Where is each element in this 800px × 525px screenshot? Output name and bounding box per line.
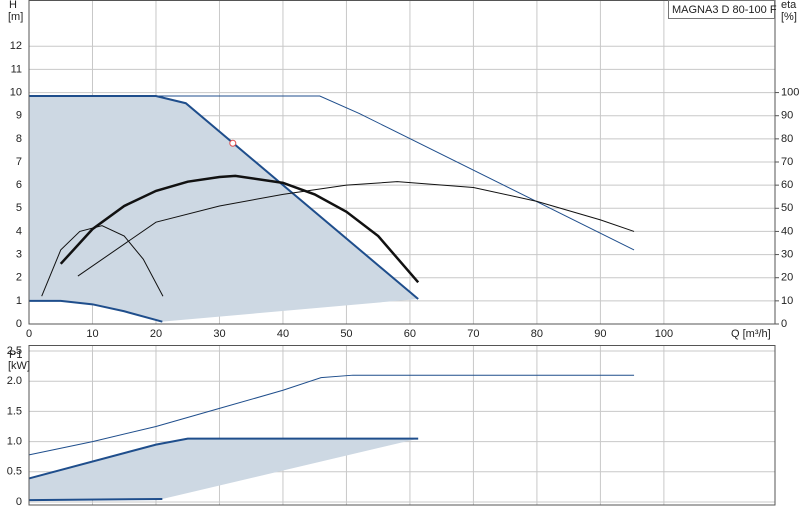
y-tick-label: 11 bbox=[11, 63, 22, 75]
y-tick-label: 8 bbox=[16, 133, 22, 145]
curve bbox=[28, 437, 419, 480]
y-tick-label: 1.5 bbox=[7, 405, 22, 417]
y2-tick-label: 60 bbox=[781, 179, 793, 191]
x-tick-label: 10 bbox=[86, 328, 98, 340]
y2-tick-label: 10 bbox=[781, 295, 793, 307]
operating-point bbox=[229, 139, 237, 147]
plot-frame bbox=[28, 0, 776, 325]
title-box bbox=[668, 0, 775, 19]
y2-axis-label: eta bbox=[781, 0, 797, 11]
curve bbox=[28, 497, 163, 502]
y2-tick-label: 30 bbox=[781, 248, 793, 260]
curve bbox=[77, 181, 635, 277]
y2-axis-unit: [%] bbox=[781, 11, 797, 23]
operating-area bbox=[29, 438, 419, 501]
y-axis-unit: [kW] bbox=[8, 360, 30, 372]
y-tick-label: 10 bbox=[10, 86, 22, 98]
chart-title: MAGNA3 D 80-100 F bbox=[672, 4, 777, 16]
y-tick-label: 7 bbox=[16, 156, 22, 168]
y2-tick-label: 50 bbox=[781, 202, 793, 214]
y-tick-label: 2 bbox=[16, 272, 22, 284]
x-tick-label: 50 bbox=[340, 328, 352, 340]
curve bbox=[29, 299, 163, 323]
x-label-bg bbox=[728, 327, 774, 341]
y2-tick-label: 20 bbox=[781, 272, 793, 284]
y2-tick-label: 40 bbox=[781, 225, 793, 237]
curve bbox=[41, 225, 164, 297]
y2-tick-label: 70 bbox=[781, 156, 793, 168]
y-tick-label: 1.0 bbox=[7, 436, 22, 448]
y-tick-label: 2.5 bbox=[7, 345, 22, 357]
y2-tick-label: 90 bbox=[781, 110, 793, 122]
x-tick-label: 30 bbox=[213, 328, 225, 340]
y-tick-label: 6 bbox=[16, 179, 22, 191]
y2-tick-label: 80 bbox=[781, 133, 793, 145]
y-axis-unit: [m] bbox=[8, 11, 23, 23]
curve bbox=[59, 174, 420, 284]
curve bbox=[29, 95, 419, 300]
y-tick-label: 5 bbox=[16, 202, 22, 214]
y-tick-label: 0 bbox=[16, 496, 22, 508]
y-tick-label: 2.0 bbox=[7, 375, 22, 387]
x-tick-label: 0 bbox=[26, 328, 32, 340]
y-tick-label: 9 bbox=[16, 110, 22, 122]
curve bbox=[28, 374, 635, 456]
x-tick-label: 90 bbox=[594, 328, 606, 340]
y-axis-label: P1 bbox=[9, 349, 22, 361]
y-tick-label: 4 bbox=[16, 225, 22, 237]
x-tick-label: 40 bbox=[277, 328, 289, 340]
plot-frame bbox=[28, 345, 776, 506]
y-tick-label: 3 bbox=[16, 248, 22, 260]
y2-tick-label: 0 bbox=[781, 318, 787, 330]
x-tick-label: 80 bbox=[531, 328, 543, 340]
y2-tick-label: 100 bbox=[781, 86, 799, 98]
y-axis-label: H bbox=[9, 0, 17, 11]
x-tick-label: 70 bbox=[467, 328, 479, 340]
y-tick-label: 0 bbox=[16, 318, 22, 330]
y-tick-label: 0.5 bbox=[7, 466, 22, 478]
x-tick-label: 60 bbox=[404, 328, 416, 340]
operating-area bbox=[29, 96, 419, 322]
y-tick-label: 1 bbox=[16, 295, 22, 307]
y-tick-label: 12 bbox=[10, 40, 22, 52]
x-tick-label: 20 bbox=[150, 328, 162, 340]
x-tick-label: 100 bbox=[655, 328, 673, 340]
x-axis-label: Q [m³/h] bbox=[731, 328, 771, 340]
curve bbox=[29, 95, 635, 251]
